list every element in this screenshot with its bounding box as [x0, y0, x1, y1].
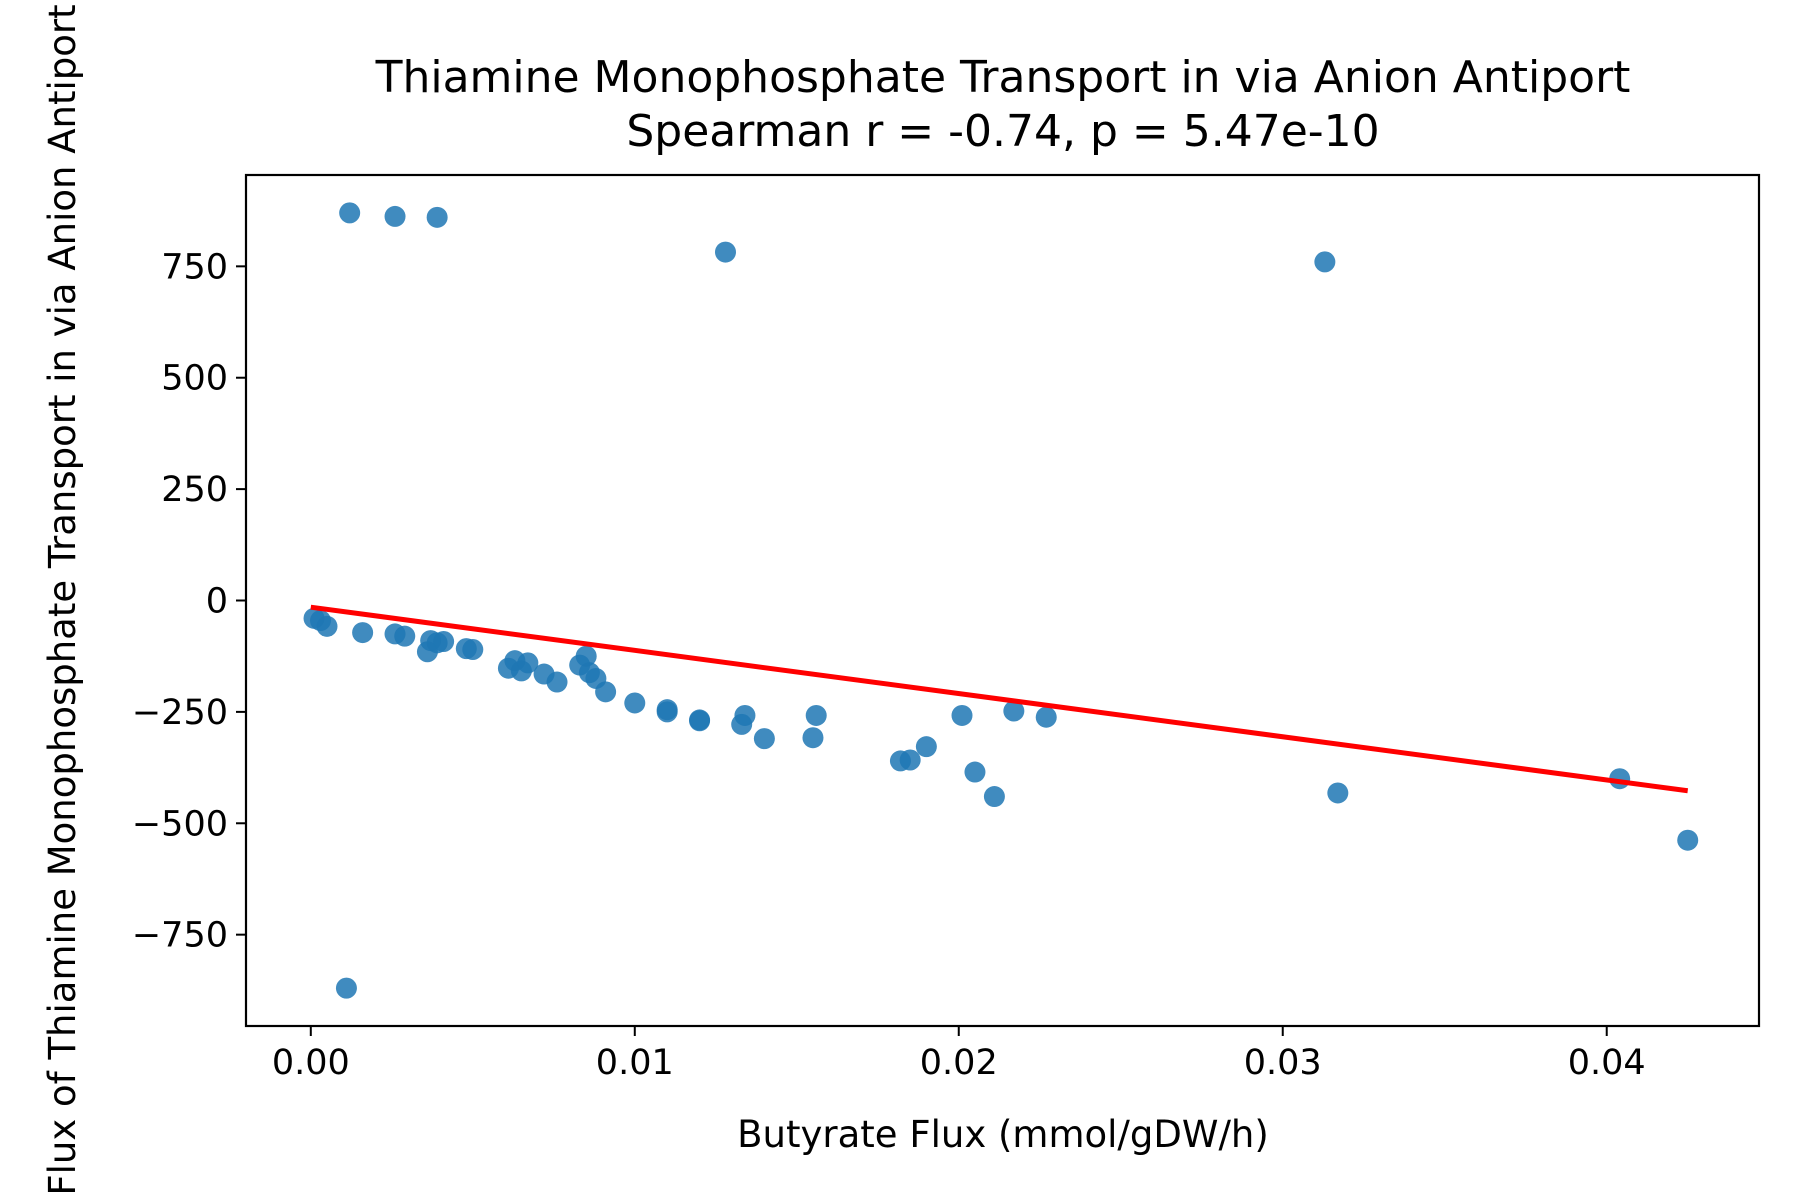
data-point — [734, 704, 756, 726]
data-point — [462, 639, 484, 661]
y-axis: 750 500 250 0 −250 −500 −750 — [132, 247, 246, 956]
data-point — [1035, 706, 1057, 728]
data-point — [915, 736, 937, 758]
data-point — [964, 761, 986, 783]
data-point — [335, 977, 357, 999]
y-tick-label: −250 — [132, 693, 228, 733]
data-point — [426, 206, 448, 228]
data-point — [714, 241, 736, 263]
data-point — [689, 710, 711, 732]
data-point — [384, 205, 406, 227]
y-tick-label: 250 — [161, 470, 228, 510]
data-point — [656, 701, 678, 723]
data-point — [352, 622, 374, 644]
data-point — [951, 704, 973, 726]
y-tick-label: 0 — [206, 582, 228, 622]
x-tick-label: 0.03 — [1244, 1043, 1322, 1083]
y-tick-label: −500 — [132, 804, 228, 844]
x-axis: 0.00 0.01 0.02 0.03 0.04 — [272, 1026, 1646, 1083]
x-axis-label: Butyrate Flux (mmol/gDW/h) — [737, 1113, 1269, 1156]
chart-title: Thiamine Monophosphate Transport in via … — [375, 52, 1631, 103]
x-tick-label: 0.04 — [1568, 1043, 1646, 1083]
data-point — [1314, 251, 1336, 273]
data-point — [624, 692, 646, 714]
data-point — [595, 681, 617, 703]
data-point — [1003, 700, 1025, 722]
y-axis-label: Flux of Thiamine Monophosphate Transport… — [41, 4, 84, 1195]
y-tick-label: 750 — [161, 247, 228, 287]
data-point — [802, 727, 824, 749]
data-point — [546, 671, 568, 693]
data-point — [805, 704, 827, 726]
x-tick-label: 0.01 — [596, 1043, 674, 1083]
plot-area-frame — [244, 173, 1761, 1028]
data-point — [1677, 829, 1699, 851]
data-point — [983, 786, 1005, 808]
data-point — [517, 652, 539, 674]
y-tick-label: −750 — [132, 916, 228, 956]
data-point — [1327, 782, 1349, 804]
x-tick-label: 0.00 — [272, 1043, 350, 1083]
x-tick-label: 0.02 — [920, 1043, 998, 1083]
data-point — [753, 728, 775, 750]
data-point — [394, 625, 416, 647]
data-point — [339, 202, 361, 224]
scatter-points — [303, 202, 1699, 999]
data-point — [575, 645, 597, 667]
data-point — [899, 749, 921, 771]
data-point — [433, 630, 455, 652]
regression-line — [310, 604, 1689, 794]
y-tick-label: 500 — [161, 359, 228, 399]
data-point — [316, 615, 338, 637]
chart-subtitle: Spearman r = -0.74, p = 5.47e-10 — [626, 106, 1379, 157]
